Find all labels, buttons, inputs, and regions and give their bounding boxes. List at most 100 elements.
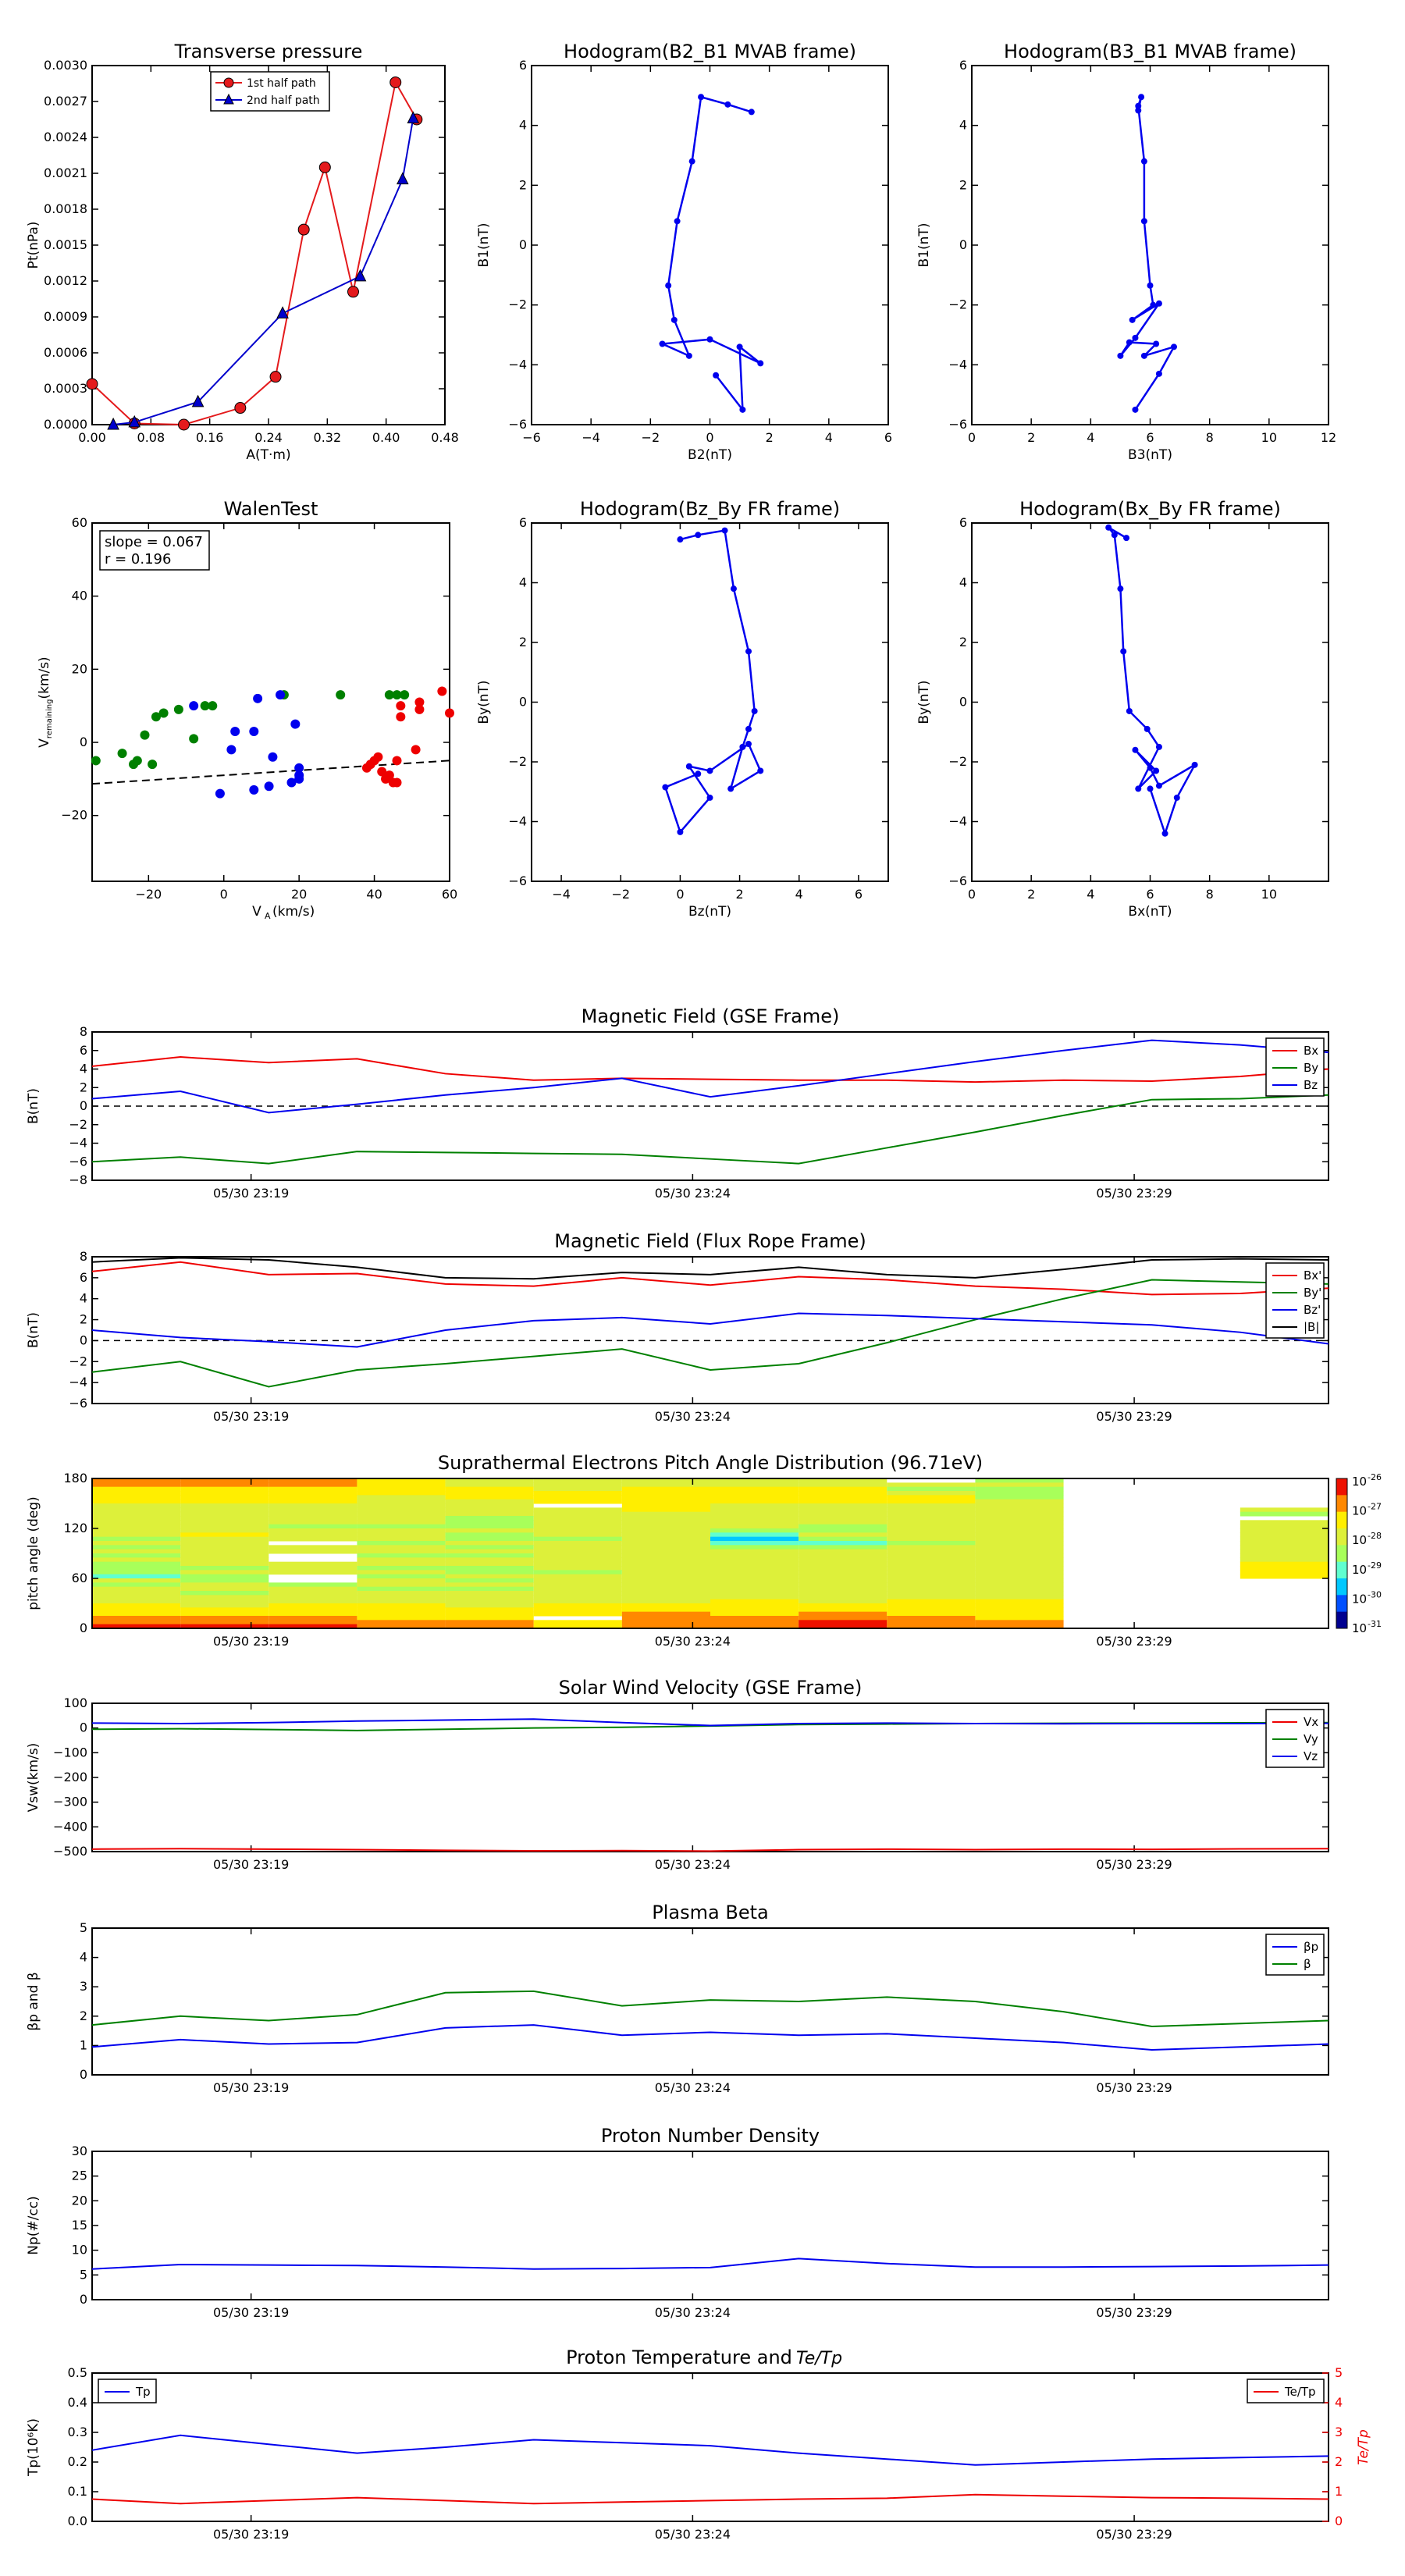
data-point: [1170, 343, 1177, 350]
data-point: [736, 343, 743, 350]
heatmap-cell: [533, 1541, 622, 1546]
data-point: [677, 828, 684, 835]
heatmap-cell: [887, 1586, 976, 1592]
chart-title: Magnetic Field (GSE Frame): [582, 1005, 840, 1027]
heatmap-cell: [269, 1566, 357, 1571]
data-point: [200, 701, 210, 711]
y-tick-label: 6: [80, 1043, 87, 1058]
heatmap-cell: [621, 1478, 710, 1483]
y-tick-label: 0.3: [68, 2425, 87, 2439]
heatmap-cell: [269, 1603, 357, 1608]
heatmap-cell: [533, 1499, 622, 1504]
heatmap-cell: [710, 1495, 799, 1500]
y-tick-label: 0: [519, 237, 527, 252]
chart-title: Transverse pressure: [174, 41, 363, 62]
heatmap-cell: [92, 1511, 181, 1517]
heatmap-cell: [710, 1607, 799, 1613]
chart-title: Proton Number Density: [601, 2125, 820, 2147]
heatmap-cell: [445, 1616, 534, 1621]
heatmap-cell: [887, 1599, 976, 1604]
x-tick-label: 4: [825, 430, 833, 445]
heatmap-cell: [887, 1482, 976, 1488]
x-axis-label: B3(nT): [1128, 447, 1172, 463]
colorbar-exponent: -27: [1368, 1502, 1382, 1512]
heatmap-cell: [357, 1503, 446, 1508]
data-point: [748, 109, 755, 116]
x-axis-label: V: [252, 904, 261, 920]
heatmap-cell: [445, 1561, 534, 1567]
y-axis-label: B(nT): [26, 1088, 41, 1124]
chart-hodo3: Hodogram(Bz_By FR frame) −6 −4 −2 0 2 4 6 −4 −2 0 2…: [476, 498, 889, 920]
heatmap-cell: [533, 1516, 622, 1521]
plot-frame: [91, 2372, 1329, 2522]
data-point: [276, 306, 289, 318]
heatmap-cell: [621, 1545, 710, 1550]
legend-swatch: [223, 93, 234, 105]
colorbar-label: 10: [1352, 1504, 1367, 1518]
y-tick-label: 2: [519, 635, 527, 649]
x-time-label: 05/30 23:29: [1096, 1857, 1172, 1872]
data-point: [659, 340, 666, 347]
heatmap-cell: [710, 1524, 799, 1529]
heatmap-cell: [533, 1486, 622, 1492]
data-point: [107, 417, 119, 430]
y-tick-label: 0.0003: [44, 381, 87, 396]
heatmap-cell: [975, 1574, 1064, 1579]
plot-frame: [971, 522, 1329, 882]
heatmap-cell: [269, 1528, 357, 1533]
heatmap-cell: [887, 1520, 976, 1525]
heatmap-cell: [180, 1611, 269, 1617]
heatmap-cell: [621, 1616, 710, 1621]
data-point: [1135, 102, 1142, 109]
y-tick-label: −2: [948, 297, 967, 312]
y-tick-label: 0.0021: [44, 165, 87, 180]
heatmap-cell: [445, 1511, 534, 1517]
heatmap-cell: [887, 1561, 976, 1567]
heatmap-cell: [887, 1611, 976, 1617]
data-point: [392, 756, 402, 766]
chart-tp: Proton Temperature and 0.0 0.1 0.2 0.3 0.4 0.5…: [26, 2347, 1371, 2542]
heatmap-cell: [357, 1582, 446, 1588]
y2-tick-label: 2: [1335, 2454, 1343, 2469]
heatmap-cell: [621, 1570, 710, 1575]
heatmap-cell: [357, 1561, 446, 1567]
heatmap-cell: [975, 1507, 1064, 1513]
heatmap-cell: [269, 1624, 357, 1629]
heatmap-cell: [357, 1607, 446, 1613]
heatmap-cell: [269, 1536, 357, 1542]
series-line-Vz: [91, 1718, 1329, 1727]
heatmap-cell: [92, 1620, 181, 1625]
heatmap-cell: [92, 1549, 181, 1554]
plot-frame: [91, 1256, 1329, 1404]
heatmap-cell: [269, 1486, 357, 1492]
colorbar-exponent: -29: [1368, 1560, 1382, 1571]
heatmap-cell: [180, 1507, 269, 1513]
heatmap-cell: [975, 1578, 1064, 1583]
y-tick-label: 0: [80, 2292, 87, 2307]
y-tick-label: 60: [72, 515, 87, 530]
data-point: [670, 316, 678, 323]
y-tick-label: 0.0012: [44, 273, 87, 288]
heatmap-cell: [180, 1574, 269, 1579]
heatmap-cell: [799, 1495, 887, 1500]
x-time-label: 05/30 23:29: [1096, 2527, 1172, 2542]
y2-axis-label: Te/Tp: [1356, 2429, 1371, 2465]
y-tick-label: 0: [959, 237, 967, 252]
heatmap-cell: [269, 1549, 357, 1554]
heatmap-cell: [621, 1624, 710, 1629]
x-tick-label: 2: [766, 430, 774, 445]
y2-tick-label: 5: [1335, 2365, 1343, 2380]
heatmap-cell: [92, 1503, 181, 1508]
legend-label: Tp: [135, 2385, 151, 2399]
heatmap-cell: [710, 1516, 799, 1521]
heatmap-cell: [445, 1553, 534, 1558]
heatmap-cell: [533, 1599, 622, 1604]
y-tick-label: 0: [80, 1098, 87, 1113]
heatmap-cell: [975, 1611, 1064, 1617]
heatmap-cell: [533, 1624, 622, 1629]
y-tick-label: −4: [508, 357, 527, 372]
data-point: [724, 101, 731, 108]
heatmap-cell: [887, 1616, 976, 1621]
y-tick-label: −6: [508, 417, 527, 432]
series-line-βp: [91, 2024, 1329, 2051]
